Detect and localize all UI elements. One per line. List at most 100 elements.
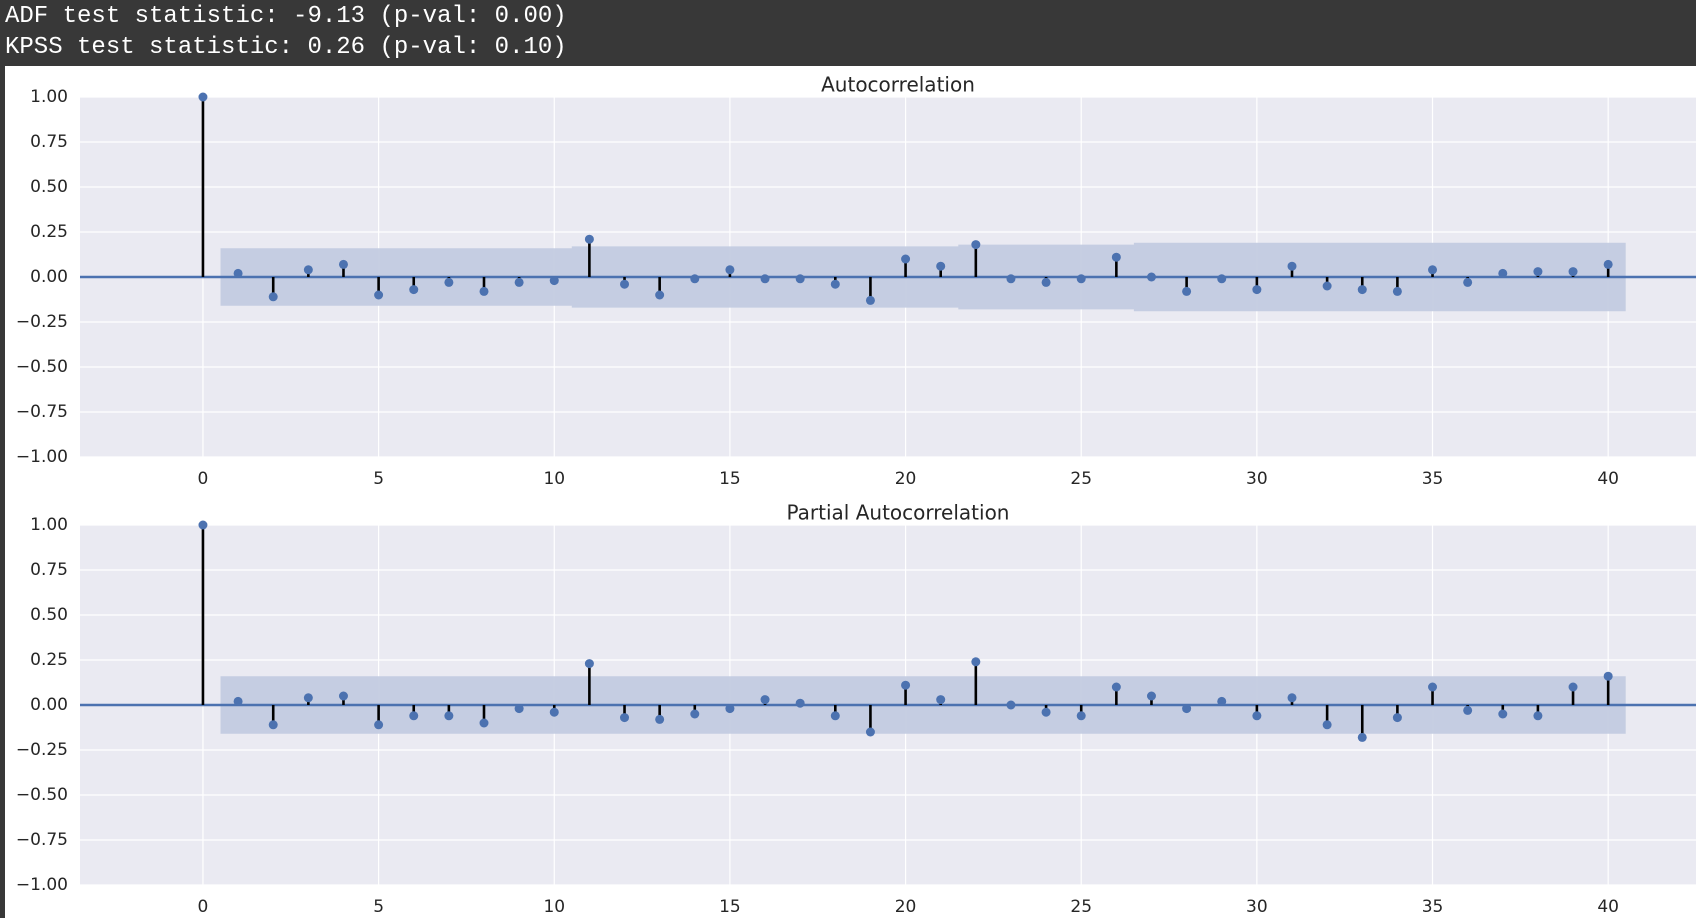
data-point-marker — [690, 709, 700, 719]
data-point-marker — [338, 691, 348, 701]
data-point-marker — [1287, 261, 1297, 271]
x-tick-label: 0 — [198, 469, 209, 489]
data-point-marker — [1182, 704, 1192, 714]
data-point-marker — [655, 714, 665, 724]
data-point-marker — [1533, 267, 1543, 277]
data-point-marker — [1041, 277, 1051, 287]
x-tick-label: 10 — [543, 897, 565, 917]
x-tick-label: 40 — [1597, 469, 1619, 489]
pacf-chart: Partial Autocorrelation 1.00 0.75 0.50 0.25 0… — [16, 501, 1696, 917]
data-point-marker — [655, 290, 665, 300]
data-point-marker — [1498, 268, 1508, 278]
y-tick-label: 0.50 — [30, 605, 68, 625]
data-point-marker — [303, 265, 313, 275]
y-tick-label: −0.75 — [16, 402, 68, 422]
y-tick-label: −1.00 — [16, 875, 68, 895]
data-point-marker — [268, 292, 278, 302]
data-point-marker — [198, 520, 208, 530]
data-point-marker — [479, 718, 489, 728]
console-output: ADF test statistic: -9.13 (p-val: 0.00) … — [0, 0, 1696, 66]
x-tick-label: 35 — [1422, 469, 1444, 489]
data-point-marker — [233, 696, 243, 706]
data-point-marker — [1182, 286, 1192, 296]
data-point-marker — [514, 704, 524, 714]
x-tick-label: 15 — [719, 469, 741, 489]
x-tick-label: 20 — [895, 897, 917, 917]
data-point-marker — [1076, 274, 1086, 284]
x-tick-label: 25 — [1070, 897, 1092, 917]
data-point-marker — [971, 657, 981, 667]
x-tick-label: 40 — [1597, 897, 1619, 917]
data-point-marker — [1322, 281, 1332, 291]
chart-title: Autocorrelation — [821, 73, 975, 97]
data-point-marker — [268, 720, 278, 730]
data-point-marker — [865, 295, 875, 305]
data-point-marker — [1322, 720, 1332, 730]
data-point-marker — [1076, 711, 1086, 721]
y-tick-label: −0.50 — [16, 785, 68, 805]
data-point-marker — [1392, 713, 1402, 723]
figure-panel: Autocorrelation 1.00 0.75 0.50 0.25 0.00 −0.25… — [5, 66, 1696, 918]
data-point-marker — [760, 274, 770, 284]
data-point-marker — [409, 711, 419, 721]
data-point-marker — [1498, 709, 1508, 719]
data-point-marker — [444, 277, 454, 287]
data-point-marker — [1252, 285, 1262, 295]
data-point-marker — [690, 274, 700, 284]
x-tick-label: 10 — [543, 469, 565, 489]
y-tick-label: −0.25 — [16, 740, 68, 760]
chart-title: Partial Autocorrelation — [787, 501, 1010, 525]
y-tick-label: −0.25 — [16, 312, 68, 332]
y-tick-label: 1.00 — [30, 515, 68, 535]
x-tick-label: 5 — [373, 469, 384, 489]
y-tick-label: 0.75 — [30, 132, 68, 152]
data-point-marker — [1111, 682, 1121, 692]
data-point-marker — [901, 680, 911, 690]
data-point-marker — [338, 259, 348, 269]
data-point-marker — [620, 279, 630, 289]
data-point-marker — [725, 265, 735, 275]
data-point-marker — [936, 261, 946, 271]
data-point-marker — [479, 286, 489, 296]
kpss-result-line: KPSS test statistic: 0.26 (p-val: 0.10) — [5, 34, 567, 61]
data-point-marker — [1568, 267, 1578, 277]
data-point-marker — [1603, 671, 1613, 681]
y-tick-label: 0.25 — [30, 222, 68, 242]
data-point-marker — [760, 695, 770, 705]
data-point-marker — [725, 704, 735, 714]
x-tick-label: 5 — [373, 897, 384, 917]
x-tick-label: 15 — [719, 897, 741, 917]
data-point-marker — [1146, 272, 1156, 282]
data-point-marker — [901, 254, 911, 264]
data-point-marker — [1463, 705, 1473, 715]
x-tick-label: 35 — [1422, 897, 1444, 917]
data-point-marker — [1428, 265, 1438, 275]
data-point-marker — [1217, 696, 1227, 706]
data-point-marker — [374, 720, 384, 730]
x-tick-label: 30 — [1246, 897, 1268, 917]
x-tick-label: 20 — [895, 469, 917, 489]
x-tick-label: 30 — [1246, 469, 1268, 489]
acf-chart: Autocorrelation 1.00 0.75 0.50 0.25 0.00 −0.25… — [16, 73, 1696, 489]
data-point-marker — [374, 290, 384, 300]
data-point-marker — [549, 707, 559, 717]
data-point-marker — [830, 279, 840, 289]
x-tick-label: 0 — [198, 897, 209, 917]
y-tick-label: 1.00 — [30, 87, 68, 107]
y-tick-label: 0.75 — [30, 560, 68, 580]
data-point-marker — [1006, 274, 1016, 284]
data-point-marker — [1252, 711, 1262, 721]
data-point-marker — [1217, 274, 1227, 284]
data-point-marker — [795, 698, 805, 708]
y-tick-label: 0.00 — [30, 267, 68, 287]
y-tick-label: −0.50 — [16, 357, 68, 377]
data-point-marker — [936, 695, 946, 705]
data-point-marker — [1287, 693, 1297, 703]
data-point-marker — [409, 285, 419, 295]
data-point-marker — [1146, 691, 1156, 701]
data-point-marker — [1568, 682, 1578, 692]
data-point-marker — [1533, 711, 1543, 721]
data-point-marker — [584, 659, 594, 669]
data-point-marker — [1463, 277, 1473, 287]
data-point-marker — [514, 277, 524, 287]
